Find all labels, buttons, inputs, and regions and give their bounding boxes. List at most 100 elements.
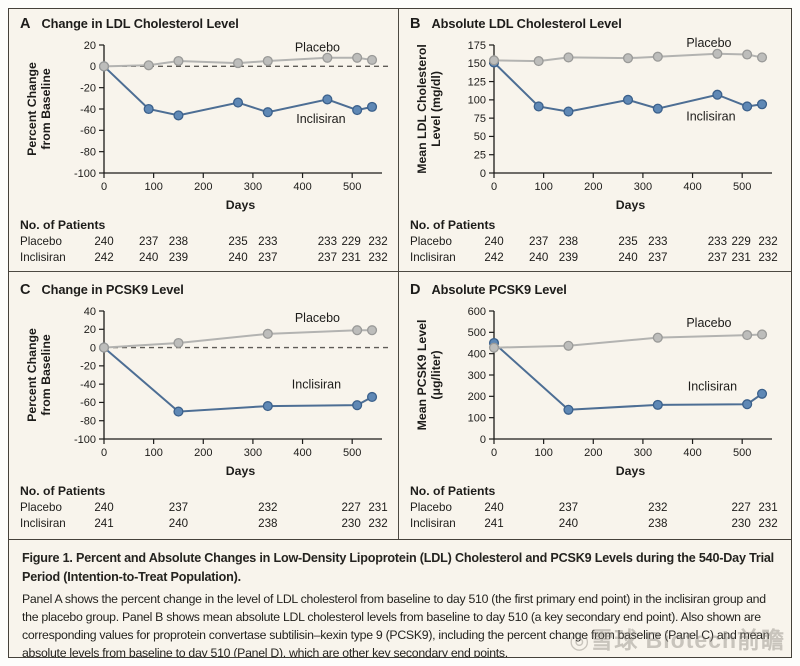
series-annotation: Placebo bbox=[295, 40, 340, 54]
series-annotation: Inclisiran bbox=[686, 109, 735, 123]
y-tick-label: 150 bbox=[468, 58, 486, 70]
y-tick-label: 75 bbox=[474, 113, 486, 125]
patients-count: 232 bbox=[368, 251, 388, 264]
y-tick-label: 600 bbox=[468, 306, 486, 318]
x-axis-label: Days bbox=[616, 464, 646, 478]
data-point-marker bbox=[366, 54, 378, 65]
y-tick-label: 125 bbox=[468, 76, 486, 88]
data-point-marker bbox=[652, 103, 663, 114]
data-point-marker bbox=[563, 52, 574, 63]
patients-row-label: Inclisiran bbox=[410, 517, 456, 530]
patients-count: 229 bbox=[341, 235, 361, 248]
data-point-marker bbox=[533, 101, 544, 112]
series-annotation: Inclisiran bbox=[688, 379, 737, 393]
patients-count: 235 bbox=[228, 235, 248, 248]
series-placebo bbox=[488, 48, 768, 67]
patients-table: No. of Patients Placebo 240 237 232 227 231 Inc… bbox=[9, 484, 398, 536]
patients-count: 232 bbox=[758, 517, 778, 530]
patients-count: 241 bbox=[94, 517, 114, 530]
y-tick-label: -100 bbox=[74, 434, 96, 446]
patients-count: 233 bbox=[707, 235, 728, 248]
caption-title: Figure 1. Percent and Absolute Changes i… bbox=[22, 549, 778, 587]
y-tick-label: -80 bbox=[80, 416, 96, 428]
patients-count: 240 bbox=[484, 235, 504, 248]
patients-heading: No. of Patients bbox=[20, 218, 106, 232]
patients-count: 231 bbox=[341, 251, 361, 264]
patients-count: 242 bbox=[484, 251, 504, 264]
data-point-marker bbox=[488, 342, 500, 353]
data-point-marker bbox=[232, 97, 244, 108]
data-point-marker bbox=[563, 404, 574, 415]
patients-count: 232 bbox=[368, 517, 388, 530]
patients-count: 230 bbox=[731, 517, 751, 530]
patients-count: 227 bbox=[731, 501, 751, 514]
y-tick-label: 50 bbox=[474, 131, 486, 143]
data-point-marker bbox=[352, 105, 363, 116]
patients-count: 240 bbox=[139, 251, 159, 264]
x-tick-label: 100 bbox=[534, 447, 552, 459]
patients-row-inclisiran: Inclisiran 241 240 238 230 232 bbox=[9, 517, 398, 532]
series-placebo bbox=[98, 52, 378, 72]
y-tick-label: 100 bbox=[468, 95, 486, 107]
patients-count: 240 bbox=[94, 501, 114, 514]
data-point-marker bbox=[173, 110, 184, 121]
data-point-marker bbox=[262, 401, 273, 412]
y-tick-label: 400 bbox=[468, 348, 486, 360]
figure-caption: Figure 1. Percent and Absolute Changes i… bbox=[9, 539, 791, 657]
patients-count: 233 bbox=[648, 235, 668, 248]
data-point-marker bbox=[173, 406, 184, 417]
series-annotation: Placebo bbox=[686, 316, 731, 330]
y-axis-label: Percent Changefrom Baseline bbox=[25, 62, 53, 156]
patients-count: 232 bbox=[368, 235, 388, 248]
patients-count: 238 bbox=[168, 235, 189, 248]
data-point-marker bbox=[742, 399, 753, 410]
y-tick-label: 20 bbox=[84, 324, 96, 336]
data-point-marker bbox=[652, 51, 663, 62]
patients-row-label: Placebo bbox=[20, 501, 62, 514]
data-point-marker bbox=[712, 89, 723, 100]
patients-count: 238 bbox=[648, 517, 668, 530]
x-tick-label: 500 bbox=[733, 181, 751, 193]
x-tick-label: 0 bbox=[101, 181, 107, 193]
x-tick-label: 0 bbox=[101, 447, 107, 459]
axes: 600 500 400 300 200 100 00 100 200 300 400 500 bbox=[468, 306, 772, 459]
x-tick-label: 200 bbox=[194, 181, 212, 193]
series-annotation: Placebo bbox=[295, 311, 340, 325]
patients-row-label: Placebo bbox=[410, 501, 452, 514]
series-placebo bbox=[98, 325, 378, 353]
patients-count: 238 bbox=[258, 517, 278, 530]
patients-count: 240 bbox=[618, 251, 638, 264]
patients-row-label: Inclisiran bbox=[20, 517, 66, 530]
patients-row-label: Placebo bbox=[410, 235, 452, 248]
series-annotation: Inclisiran bbox=[296, 112, 345, 126]
data-point-marker bbox=[622, 53, 634, 64]
x-tick-label: 400 bbox=[293, 447, 311, 459]
data-point-marker bbox=[756, 329, 768, 340]
y-tick-label: 20 bbox=[84, 40, 96, 52]
panel-absolute-pcsk9: D Absolute PCSK9 Level 600 500 400 300 200 10… bbox=[399, 272, 791, 539]
data-point-marker bbox=[563, 106, 574, 117]
x-axis-label: Days bbox=[616, 198, 646, 212]
patients-count: 237 bbox=[317, 251, 338, 264]
panel-letter: D bbox=[410, 282, 421, 298]
y-tick-label: 25 bbox=[474, 150, 486, 162]
axes: 175 150 125 100 75 50 25 00 100 200 300 400 500 bbox=[468, 40, 772, 193]
data-point-marker bbox=[262, 107, 273, 118]
patients-count: 237 bbox=[707, 251, 728, 264]
line-chart-absolute-pcsk9: 600 500 400 300 200 100 00 100 200 300 400 500 Days M… bbox=[415, 306, 772, 478]
x-tick-label: 300 bbox=[634, 447, 652, 459]
panel-title: C Change in PCSK9 Level bbox=[9, 272, 398, 298]
data-point-marker bbox=[173, 337, 184, 349]
x-tick-label: 200 bbox=[194, 447, 212, 459]
y-tick-label: 200 bbox=[468, 391, 486, 403]
data-point-marker bbox=[232, 58, 244, 69]
patients-count: 237 bbox=[258, 251, 278, 264]
data-point-marker bbox=[143, 103, 154, 115]
patients-heading: No. of Patients bbox=[410, 484, 496, 498]
patients-count: 239 bbox=[558, 251, 579, 264]
y-axis-label: Percent Changefrom Baseline bbox=[25, 328, 53, 422]
y-tick-label: -60 bbox=[80, 397, 96, 409]
